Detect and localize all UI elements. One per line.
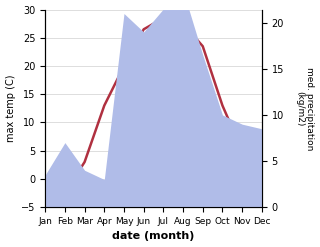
X-axis label: date (month): date (month) [112,231,195,242]
Y-axis label: max temp (C): max temp (C) [5,75,16,142]
Y-axis label: med. precipitation
(kg/m2): med. precipitation (kg/m2) [295,67,315,150]
